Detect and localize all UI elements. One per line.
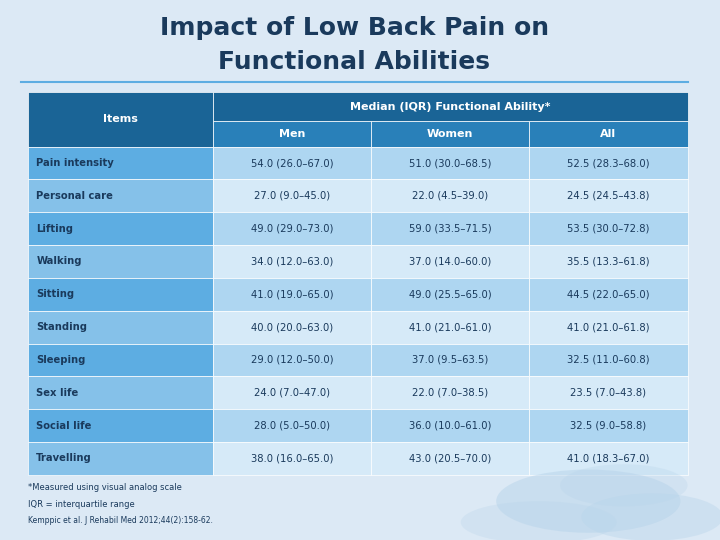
Text: Lifting: Lifting bbox=[36, 224, 73, 234]
Text: 29.0 (12.0–50.0): 29.0 (12.0–50.0) bbox=[251, 355, 333, 365]
Text: Standing: Standing bbox=[36, 322, 87, 332]
Bar bbox=[28, 245, 213, 278]
Ellipse shape bbox=[560, 464, 688, 507]
Bar bbox=[529, 343, 688, 376]
Bar bbox=[529, 212, 688, 245]
Bar bbox=[213, 92, 688, 122]
Ellipse shape bbox=[581, 493, 720, 540]
Bar bbox=[213, 310, 371, 343]
Bar bbox=[213, 442, 371, 475]
Text: Functional Abilities: Functional Abilities bbox=[218, 50, 490, 74]
Text: 59.0 (33.5–71.5): 59.0 (33.5–71.5) bbox=[409, 224, 492, 234]
Bar bbox=[213, 147, 371, 179]
Bar bbox=[213, 409, 371, 442]
Text: 28.0 (5.0–50.0): 28.0 (5.0–50.0) bbox=[254, 421, 330, 430]
Bar bbox=[213, 122, 371, 147]
Bar bbox=[213, 376, 371, 409]
Text: Women: Women bbox=[427, 129, 474, 139]
Text: 35.5 (13.3–61.8): 35.5 (13.3–61.8) bbox=[567, 256, 649, 267]
Text: Pain intensity: Pain intensity bbox=[36, 158, 114, 168]
Bar bbox=[371, 179, 529, 212]
Text: Sex life: Sex life bbox=[36, 388, 78, 398]
Bar bbox=[371, 409, 529, 442]
Text: 43.0 (20.5–70.0): 43.0 (20.5–70.0) bbox=[409, 454, 491, 463]
Text: 34.0 (12.0–63.0): 34.0 (12.0–63.0) bbox=[251, 256, 333, 267]
Bar bbox=[529, 245, 688, 278]
Bar bbox=[371, 376, 529, 409]
Text: Personal care: Personal care bbox=[36, 191, 113, 201]
Text: 41.0 (21.0–61.8): 41.0 (21.0–61.8) bbox=[567, 322, 649, 332]
Text: 49.0 (29.0–73.0): 49.0 (29.0–73.0) bbox=[251, 224, 333, 234]
Text: *Measured using visual analog scale: *Measured using visual analog scale bbox=[28, 483, 182, 492]
Bar bbox=[529, 278, 688, 310]
Bar bbox=[213, 278, 371, 310]
Bar bbox=[28, 310, 213, 343]
Text: 41.0 (21.0–61.0): 41.0 (21.0–61.0) bbox=[409, 322, 492, 332]
Bar bbox=[371, 122, 529, 147]
Bar bbox=[213, 245, 371, 278]
Bar bbox=[28, 179, 213, 212]
Text: Men: Men bbox=[279, 129, 305, 139]
Ellipse shape bbox=[461, 501, 617, 540]
Text: Impact of Low Back Pain on: Impact of Low Back Pain on bbox=[160, 16, 549, 40]
Bar bbox=[529, 442, 688, 475]
Text: Sitting: Sitting bbox=[36, 289, 74, 299]
Bar bbox=[28, 376, 213, 409]
Bar bbox=[529, 179, 688, 212]
Text: 52.5 (28.3–68.0): 52.5 (28.3–68.0) bbox=[567, 158, 649, 168]
Text: 44.5 (22.0–65.0): 44.5 (22.0–65.0) bbox=[567, 289, 649, 299]
Text: 54.0 (26.0–67.0): 54.0 (26.0–67.0) bbox=[251, 158, 333, 168]
Bar bbox=[529, 310, 688, 343]
Bar bbox=[28, 92, 213, 147]
Text: 36.0 (10.0–61.0): 36.0 (10.0–61.0) bbox=[409, 421, 492, 430]
Text: 51.0 (30.0–68.5): 51.0 (30.0–68.5) bbox=[409, 158, 492, 168]
Bar bbox=[28, 147, 213, 179]
Bar bbox=[371, 310, 529, 343]
Bar bbox=[371, 245, 529, 278]
Text: 32.5 (11.0–60.8): 32.5 (11.0–60.8) bbox=[567, 355, 649, 365]
Bar bbox=[529, 147, 688, 179]
Bar bbox=[529, 122, 688, 147]
Bar bbox=[28, 409, 213, 442]
Bar bbox=[529, 409, 688, 442]
Text: IQR = interquartile range: IQR = interquartile range bbox=[28, 500, 135, 509]
Text: 22.0 (7.0–38.5): 22.0 (7.0–38.5) bbox=[412, 388, 488, 398]
Text: 41.0 (18.3–67.0): 41.0 (18.3–67.0) bbox=[567, 454, 649, 463]
Text: Social life: Social life bbox=[36, 421, 91, 430]
Text: 41.0 (19.0–65.0): 41.0 (19.0–65.0) bbox=[251, 289, 333, 299]
Text: 24.0 (7.0–47.0): 24.0 (7.0–47.0) bbox=[254, 388, 330, 398]
Text: 32.5 (9.0–58.8): 32.5 (9.0–58.8) bbox=[570, 421, 647, 430]
Text: Median (IQR) Functional Ability*: Median (IQR) Functional Ability* bbox=[350, 102, 551, 112]
Bar bbox=[28, 212, 213, 245]
Text: 24.5 (24.5–43.8): 24.5 (24.5–43.8) bbox=[567, 191, 649, 201]
Text: Walking: Walking bbox=[36, 256, 82, 267]
Bar bbox=[213, 212, 371, 245]
Bar bbox=[28, 278, 213, 310]
Text: 37.0 (9.5–63.5): 37.0 (9.5–63.5) bbox=[412, 355, 488, 365]
Text: All: All bbox=[600, 129, 616, 139]
Bar bbox=[213, 343, 371, 376]
Bar bbox=[529, 376, 688, 409]
Text: 49.0 (25.5–65.0): 49.0 (25.5–65.0) bbox=[409, 289, 492, 299]
Text: Travelling: Travelling bbox=[36, 454, 92, 463]
Text: 38.0 (16.0–65.0): 38.0 (16.0–65.0) bbox=[251, 454, 333, 463]
Text: 53.5 (30.0–72.8): 53.5 (30.0–72.8) bbox=[567, 224, 649, 234]
Text: Sleeping: Sleeping bbox=[36, 355, 86, 365]
Text: 37.0 (14.0–60.0): 37.0 (14.0–60.0) bbox=[409, 256, 491, 267]
Bar bbox=[28, 343, 213, 376]
Bar bbox=[371, 442, 529, 475]
Bar bbox=[371, 343, 529, 376]
Text: 23.5 (7.0–43.8): 23.5 (7.0–43.8) bbox=[570, 388, 647, 398]
Bar bbox=[371, 278, 529, 310]
Bar bbox=[371, 147, 529, 179]
Text: 40.0 (20.0–63.0): 40.0 (20.0–63.0) bbox=[251, 322, 333, 332]
Bar bbox=[213, 179, 371, 212]
Text: 22.0 (4.5–39.0): 22.0 (4.5–39.0) bbox=[412, 191, 488, 201]
Bar bbox=[28, 442, 213, 475]
Text: 27.0 (9.0–45.0): 27.0 (9.0–45.0) bbox=[254, 191, 330, 201]
Text: Kemppic et al. J Rehabil Med 2012;44(2):158-62.: Kemppic et al. J Rehabil Med 2012;44(2):… bbox=[28, 516, 213, 525]
Text: Items: Items bbox=[103, 114, 138, 125]
Bar bbox=[371, 212, 529, 245]
Ellipse shape bbox=[496, 469, 680, 533]
